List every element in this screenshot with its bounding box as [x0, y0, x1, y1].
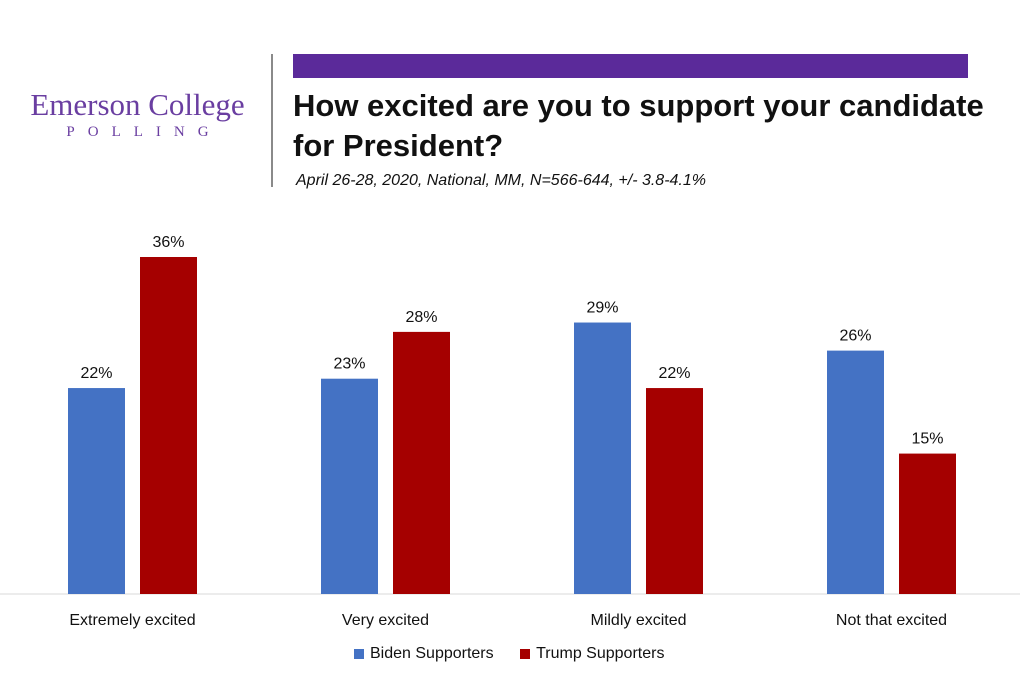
legend: Biden Supporters Trump Supporters — [354, 645, 686, 664]
legend-label-biden: Biden Supporters — [370, 645, 494, 662]
bar-trump-2 — [393, 331, 450, 594]
logo-subtitle: POLLING — [66, 124, 222, 140]
header-divider — [271, 54, 273, 187]
legend-swatch-trump — [520, 649, 531, 659]
legend-item-biden: Biden Supporters — [354, 645, 494, 663]
data-label-biden-2: 23% — [333, 356, 365, 373]
bar-biden-4 — [827, 350, 884, 594]
data-label-trump-1: 36% — [152, 234, 184, 251]
category-label-4: Not that excited — [836, 612, 947, 629]
logo-name: Emerson College — [30, 87, 245, 122]
legend-label-trump: Trump Supporters — [536, 645, 665, 662]
chart-subtitle: April 26-28, 2020, National, MM, N=566-6… — [296, 172, 706, 189]
chart-title: How excited are you to support your cand… — [293, 88, 984, 163]
data-label-trump-3: 22% — [658, 365, 690, 382]
data-label-biden-1: 22% — [80, 365, 112, 382]
bar-trump-4 — [899, 453, 956, 594]
category-label-2: Very excited — [342, 612, 429, 629]
data-label-trump-2: 28% — [405, 309, 437, 326]
category-label-3: Mildly excited — [590, 612, 686, 629]
bar-biden-2 — [321, 378, 378, 594]
category-label-1: Extremely excited — [69, 612, 195, 629]
bar-trump-3 — [646, 388, 703, 594]
bar-biden-3 — [574, 322, 631, 594]
data-label-biden-3: 29% — [586, 300, 618, 317]
data-label-biden-4: 26% — [839, 328, 871, 345]
header-accent-bar — [293, 54, 968, 78]
legend-swatch-biden — [354, 649, 364, 659]
bar-biden-1 — [68, 388, 125, 594]
bar-trump-1 — [140, 257, 197, 594]
data-label-trump-4: 15% — [911, 431, 943, 448]
emerson-logo: Emerson College POLLING — [20, 88, 255, 141]
legend-item-trump: Trump Supporters — [520, 645, 664, 663]
